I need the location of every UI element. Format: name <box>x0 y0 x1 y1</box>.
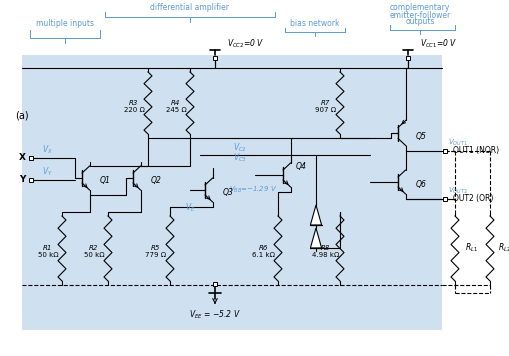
Bar <box>213 56 216 60</box>
Text: multiple inputs: multiple inputs <box>36 20 94 28</box>
Text: (a): (a) <box>15 110 29 120</box>
Text: $V_{C2}$: $V_{C2}$ <box>233 142 246 154</box>
Text: complementary: complementary <box>389 4 449 12</box>
Text: R6: R6 <box>259 245 268 251</box>
Text: Q6: Q6 <box>415 180 426 189</box>
Polygon shape <box>310 205 321 225</box>
Text: Y: Y <box>19 176 25 184</box>
Bar <box>29 178 33 182</box>
Text: emitter-follower: emitter-follower <box>388 10 450 20</box>
Text: $V_{C3}$: $V_{C3}$ <box>233 152 246 164</box>
Bar <box>442 197 446 200</box>
Text: R7: R7 <box>321 100 330 106</box>
Text: outputs: outputs <box>405 17 434 26</box>
Text: X: X <box>18 153 25 162</box>
Text: $V_E$: $V_E$ <box>184 202 195 214</box>
Text: $V_{CC1}$=0 V: $V_{CC1}$=0 V <box>419 38 457 50</box>
Text: 6.1 kΩ: 6.1 kΩ <box>252 252 275 258</box>
Bar <box>442 149 446 153</box>
Text: OUT1 (NOR): OUT1 (NOR) <box>452 147 498 156</box>
Text: R2: R2 <box>89 245 99 251</box>
Bar <box>29 156 33 160</box>
Text: $V_X$: $V_X$ <box>42 144 53 156</box>
Text: Q3: Q3 <box>222 188 234 198</box>
Text: $R_{L1}$: $R_{L1}$ <box>464 242 477 254</box>
Text: Q2: Q2 <box>151 177 161 185</box>
Bar <box>405 56 409 60</box>
Text: 245 Ω: 245 Ω <box>165 107 186 113</box>
Text: $V_{EE}$ = −5.2 V: $V_{EE}$ = −5.2 V <box>189 309 240 321</box>
Text: Q5: Q5 <box>415 131 426 141</box>
Text: $V_{CC2}$=0 V: $V_{CC2}$=0 V <box>227 38 264 50</box>
Text: 50 kΩ: 50 kΩ <box>83 252 104 258</box>
Text: $V_{OUT2}$: $V_{OUT2}$ <box>447 185 467 195</box>
Text: OUT2 (OR): OUT2 (OR) <box>452 194 492 203</box>
Text: $V_{BB}$=−1.29 V: $V_{BB}$=−1.29 V <box>229 185 276 195</box>
Text: $V_{OUT1}$: $V_{OUT1}$ <box>447 138 467 148</box>
Text: $R_{L2}$: $R_{L2}$ <box>497 242 509 254</box>
Text: R8: R8 <box>321 245 330 251</box>
Bar <box>213 282 216 286</box>
Text: $V_Y$: $V_Y$ <box>42 166 53 178</box>
Text: 50 kΩ: 50 kΩ <box>38 252 58 258</box>
Text: 220 Ω: 220 Ω <box>123 107 144 113</box>
Text: 4.98 kΩ: 4.98 kΩ <box>312 252 339 258</box>
Text: R5: R5 <box>151 245 160 251</box>
Text: differential amplifier: differential amplifier <box>150 4 229 12</box>
Text: 907 Ω: 907 Ω <box>315 107 336 113</box>
Text: R1: R1 <box>43 245 52 251</box>
Bar <box>22 55 441 330</box>
Text: 779 Ω: 779 Ω <box>145 252 166 258</box>
Text: bias network: bias network <box>290 20 339 28</box>
Text: R3: R3 <box>129 100 138 106</box>
Text: Q1: Q1 <box>100 177 110 185</box>
Text: Q4: Q4 <box>295 162 306 172</box>
Polygon shape <box>310 228 321 248</box>
Text: R4: R4 <box>171 100 180 106</box>
